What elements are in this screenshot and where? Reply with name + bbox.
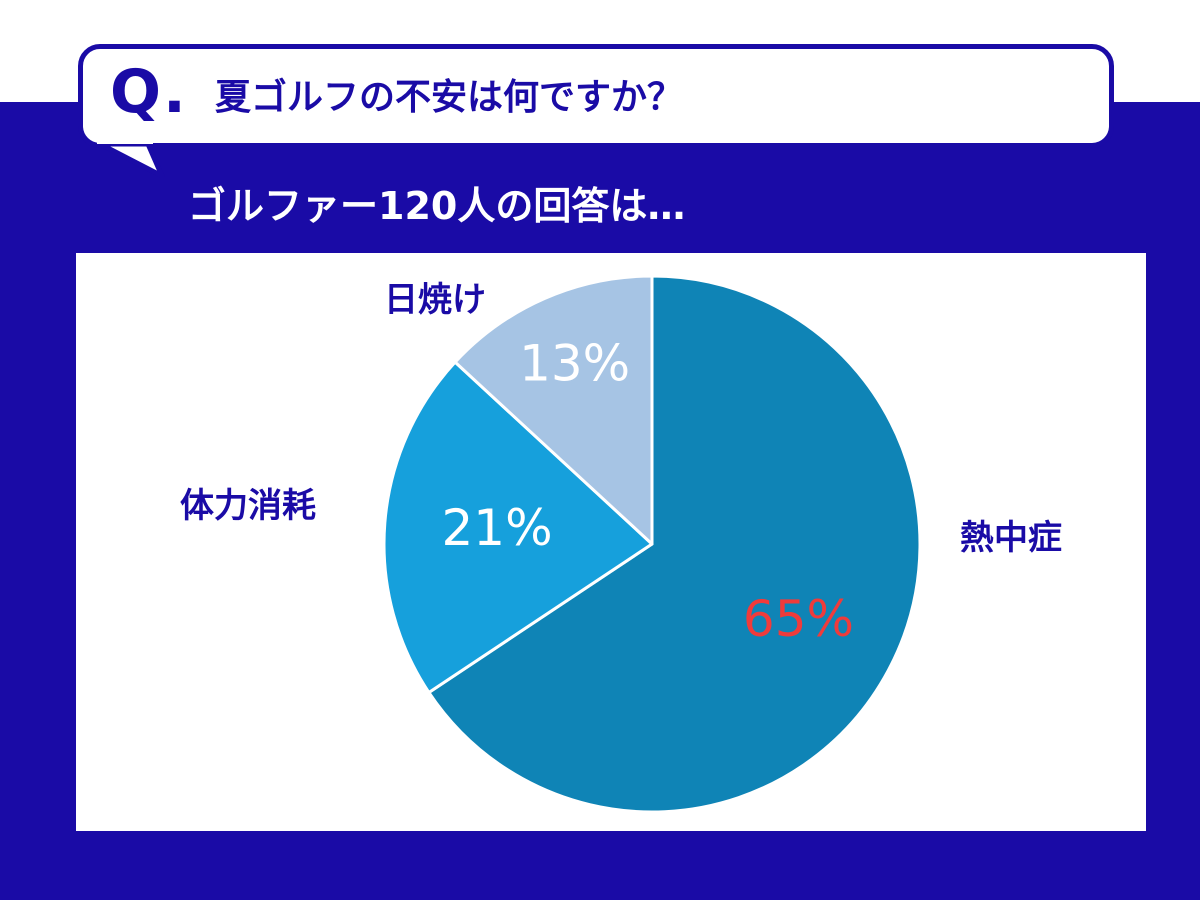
pie-slice-fatigue [382,360,654,694]
pie-slice-heatstroke [427,274,922,814]
question-text: 夏ゴルフの不安は何ですか？ [215,77,684,118]
pct-label-fatigue: 21% [441,499,552,557]
slice-label-heatstroke: 熱中症 [960,518,1062,558]
pie-slice-sunburn [453,274,654,546]
q-mark: Q. [110,57,188,127]
answer-intro: ゴルファー120人の回答は… [188,184,686,228]
pct-label-heatstroke: 65% [743,590,854,648]
question-bubble [78,44,1114,148]
pct-label-sunburn: 13% [519,335,630,393]
slice-label-fatigue: 体力消耗 [180,486,316,526]
slice-label-sunburn: 日焼け [384,280,486,320]
